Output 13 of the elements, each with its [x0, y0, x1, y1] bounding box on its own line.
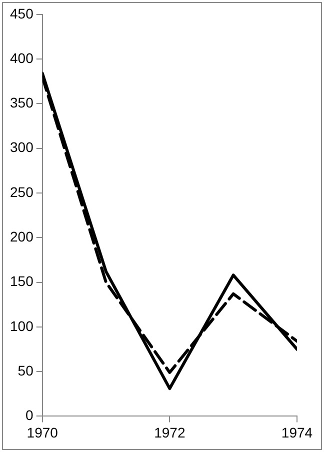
- y-tick-label: 300: [10, 139, 34, 156]
- y-tick-label: 200: [10, 228, 34, 244]
- y-tick-label: 350: [10, 94, 34, 111]
- y-tick-label: 100: [10, 318, 34, 334]
- y-tick-label: 450: [10, 5, 34, 22]
- x-tick-label: 1970: [26, 424, 58, 440]
- y-tick-label: 400: [10, 50, 34, 66]
- x-tick-label: 1972: [154, 424, 186, 440]
- y-tick-label: 50: [18, 362, 34, 378]
- y-tick-label: 0: [26, 407, 34, 424]
- x-tick-label: 1974: [281, 424, 313, 440]
- y-tick-label: 250: [10, 184, 34, 200]
- y-tick-label: 150: [10, 273, 34, 290]
